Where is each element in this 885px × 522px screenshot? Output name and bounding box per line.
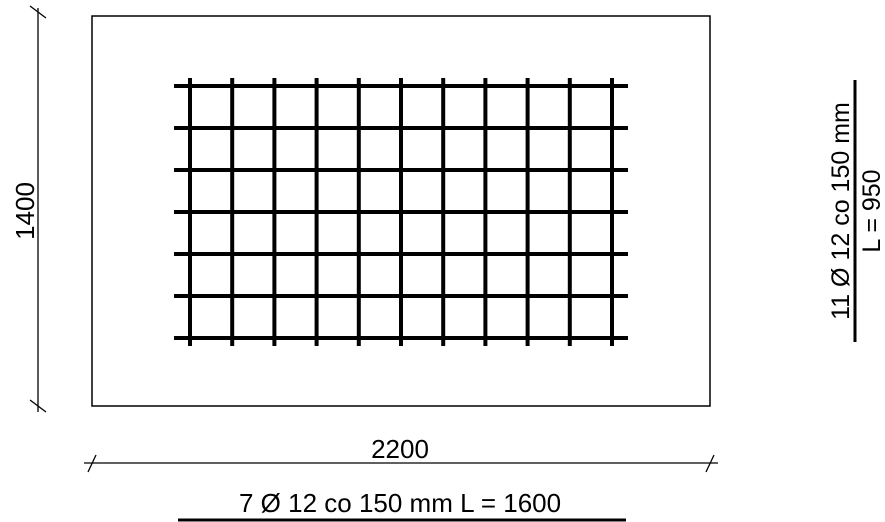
rebar-mesh [174,78,628,346]
slab-outline [91,15,711,407]
width-label: 2200 [371,434,429,464]
side-callout-top-text: 11 Ø 12 co 150 mm [827,102,855,320]
width-dimension: 2200 [84,434,718,473]
height-label: 1400 [10,182,40,240]
side-bar-callout: 11 Ø 12 co 150 mm L = 950 [827,80,885,342]
side-callout-bottom-text: L = 950 [858,169,885,252]
bottom-bar-callout: 7 Ø 12 co 150 mm L = 1600 [178,488,626,522]
height-dimension: 1400 [10,5,47,413]
bottom-callout-text: 7 Ø 12 co 150 mm L = 1600 [239,488,561,518]
